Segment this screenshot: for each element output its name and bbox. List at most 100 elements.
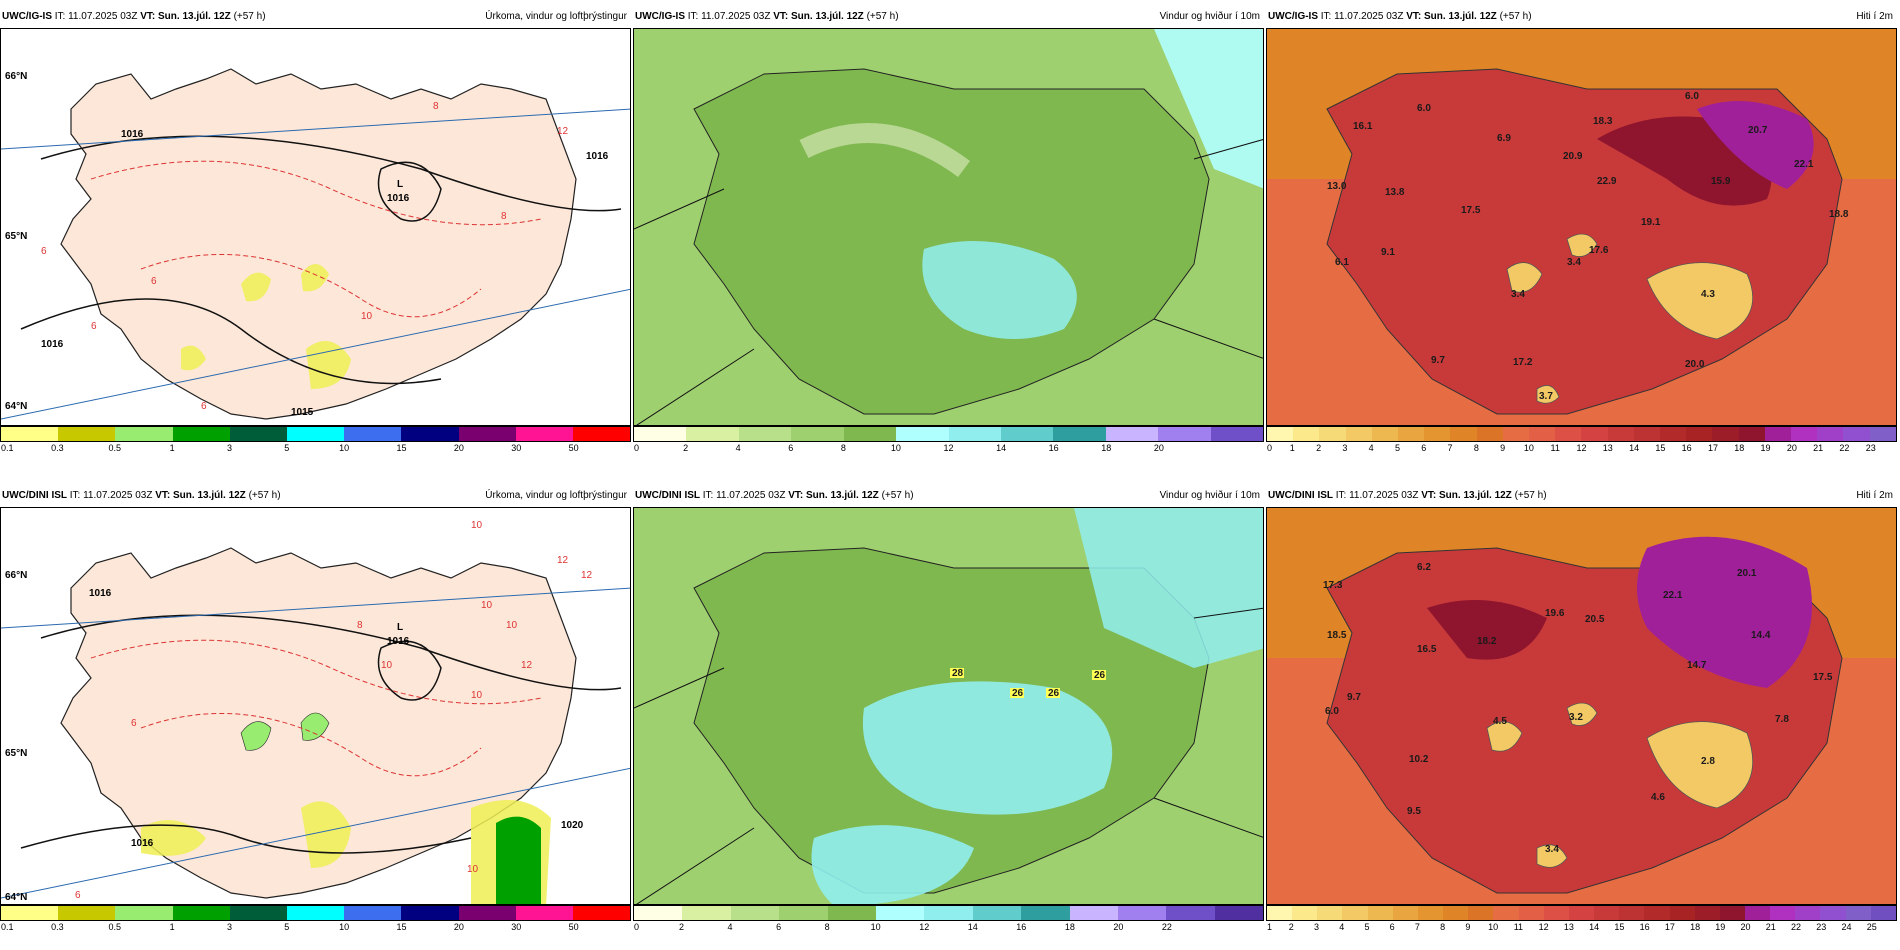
temp-label: 9.5 [1407,806,1421,817]
colorbar-swatch [1,906,59,920]
colorbar-tick: 19 [1760,443,1771,453]
colorbar-tick: 15 [1614,922,1625,932]
colorbar-swatch [1744,906,1771,920]
colorbar-tick: 4 [1368,443,1374,453]
colorbar-tick: 22 [1161,922,1172,932]
colorbar-swatch [1371,427,1399,441]
panel-header: UWC/DINI ISL IT: 11.07.2025 03Z VT: Sun.… [0,487,631,505]
wind-colorbar [633,426,1264,442]
isotherm-label: 6 [131,718,137,729]
colorbar-tick: 11 [1513,922,1524,932]
precip-map-canvas: 1016 L 1016 1015 1016 1016 66°N 65°N 64°… [1,29,630,425]
colorbar-tick: 18 [1101,443,1112,453]
model-name: UWC/DINI ISL [2,490,67,501]
colorbar-tick: 6 [1421,443,1427,453]
temp-label: 20.1 [1737,568,1757,579]
colorbar-swatch [948,427,1001,441]
temp-label: 15.9 [1711,176,1731,187]
colorbar-tick: 5 [1394,443,1400,453]
colorbar-tick: 15 [396,443,407,453]
temp-label: 14.7 [1687,660,1707,671]
model-name: UWC/DINI ISL [1268,490,1333,501]
colorbar-tick: 1 [1289,443,1295,453]
colorbar-swatch [1417,906,1444,920]
temp-label: 17.3 [1323,580,1343,591]
temp-label: 6.1 [1335,257,1349,268]
colorbar-swatch [1594,906,1620,920]
temp-label: 22.1 [1663,590,1683,601]
temp-label: 6.2 [1417,562,1431,573]
panel-title: Vindur og hviður í 10m [1159,490,1260,501]
colorbar-tick: 2 [679,922,685,932]
panel-title: Úrkoma, vindur og loftþrýstingur [485,490,627,501]
colorbar-swatch [1502,427,1530,441]
valid-time: VT: Sun. 13.júl. 12Z [788,490,879,501]
colorbar-swatch [1633,427,1661,441]
temp-label: 22.1 [1794,159,1814,170]
colorbar-swatch [896,427,949,441]
temp-label: 20.0 [1685,359,1705,370]
colorbar-tick: 0.5 [108,922,121,932]
colorbar-swatch [1319,427,1346,441]
colorbar-swatch [1764,427,1792,441]
valid-time: VT: Sun. 13.júl. 12Z [1406,11,1497,22]
temp-label: 3.4 [1567,257,1581,268]
colorbar-tick: 30 [511,443,522,453]
wind-map [633,28,1264,426]
colorbar-swatch [1607,427,1634,441]
colorbar-tick: 8 [1440,922,1446,932]
colorbar-tick: 4 [1339,922,1345,932]
colorbar-swatch [1738,427,1765,441]
colorbar-tick: 14 [996,443,1007,453]
colorbar-swatch [1450,427,1477,441]
colorbar-tick: 12 [1538,922,1549,932]
colorbar-tick: 6 [1389,922,1395,932]
isotherm-label: 6 [201,401,207,412]
colorbar-tick: 10 [339,443,350,453]
colorbar-tick: 14 [1589,922,1600,932]
init-time: IT: 11.07.2025 03Z [1335,490,1419,501]
colorbar-swatch [1845,906,1871,920]
lead-time: (+57 h) [233,11,266,22]
lat-label: 64°N [5,892,27,903]
colorbar-swatch [1843,427,1870,441]
colorbar-swatch [229,906,287,920]
colorbar-swatch [730,906,780,920]
colorbar-swatch [1392,906,1418,920]
isotherm-label: 10 [471,690,483,701]
colorbar-swatch [634,427,687,441]
temp-label: 18.8 [1829,209,1849,220]
colorbar-swatch [686,427,739,441]
colorbar-tick: 10 [339,922,350,932]
colorbar-tick: 50 [568,922,579,932]
colorbar-swatch [1660,427,1687,441]
temp-label: 19.1 [1641,217,1661,228]
colorbar-swatch [634,906,683,920]
pressure-label: 1016 [121,129,144,140]
colorbar-swatch [115,427,173,441]
lead-time: (+57 h) [1514,490,1547,501]
colorbar-tick: 12 [1576,443,1587,453]
isotherm-label: 10 [381,660,393,671]
colorbar-tick: 20 [1786,443,1797,453]
temp-label: 6.0 [1685,91,1699,102]
temp-colorbar-ticks: 1 2 3 4 5 6 7 8 9 10 11 12 13 14 15 16 17 18 19 20 21 22 23 24 2… [1266,921,1897,935]
colorbar-tick: 10 [890,443,901,453]
colorbar-tick: 22 [1791,922,1802,932]
colorbar-tick: 20 [1113,922,1124,932]
temp-colorbar [1266,426,1897,442]
colorbar-tick: 13 [1563,922,1574,932]
colorbar-tick: 0.3 [51,922,64,932]
gust-label: 26 [1012,688,1024,699]
colorbar-swatch [1719,906,1745,920]
temp-label: 17.6 [1589,245,1609,256]
colorbar-swatch [172,427,230,441]
colorbar-tick: 9 [1500,443,1506,453]
temp-label: 18.2 [1477,636,1497,647]
temp-label: 9.7 [1347,692,1361,703]
colorbar-swatch [1158,427,1211,441]
colorbar-swatch [1053,427,1106,441]
init-time: IT: 11.07.2025 03Z [702,490,786,501]
valid-time: VT: Sun. 13.júl. 12Z [155,490,246,501]
colorbar-tick: 3 [1342,443,1348,453]
